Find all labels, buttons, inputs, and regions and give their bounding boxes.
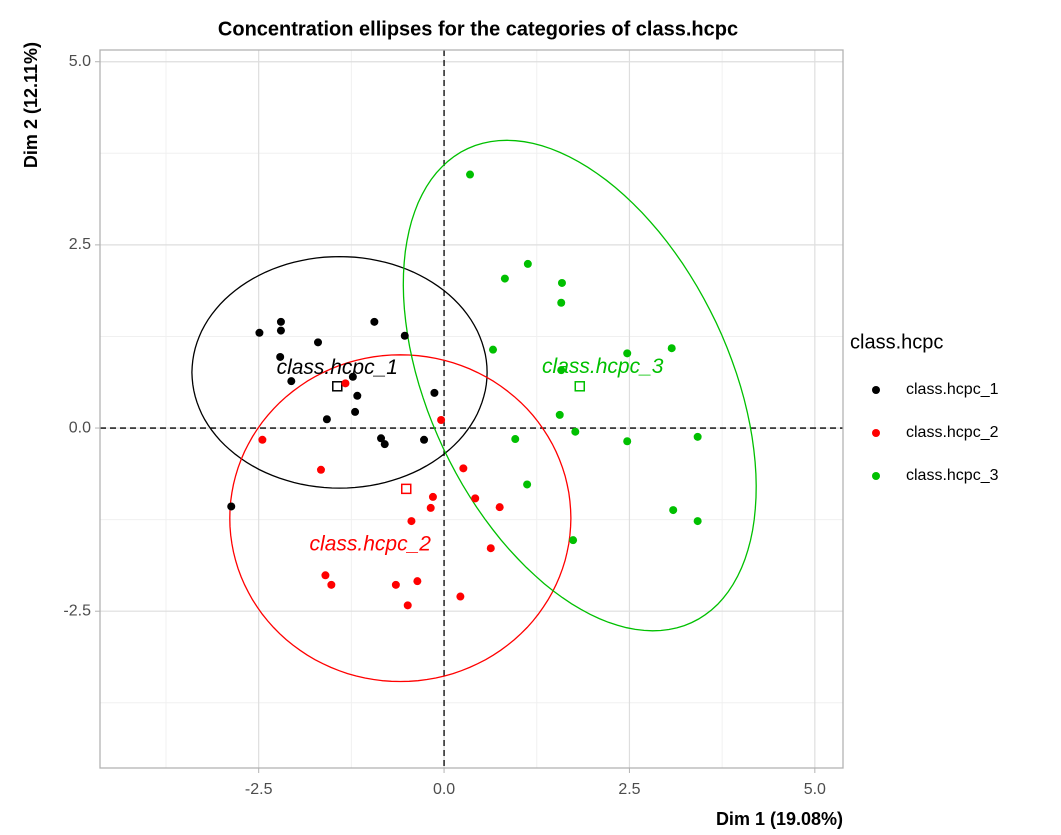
point: [669, 506, 678, 515]
concentration-ellipse: [191, 255, 488, 489]
point: [420, 435, 429, 444]
point: [403, 601, 412, 610]
legend-title: class.hcpc: [850, 331, 943, 353]
point: [353, 391, 362, 400]
point: [426, 503, 435, 512]
y-tick-label: 0.0: [69, 419, 91, 436]
point: [693, 517, 702, 526]
point: [276, 326, 285, 335]
point: [471, 494, 480, 503]
point: [430, 388, 439, 397]
point: [623, 437, 632, 446]
category-center: [400, 483, 412, 495]
point: [523, 480, 532, 489]
point: [276, 352, 285, 361]
point: [316, 465, 325, 474]
point: [623, 349, 632, 358]
category-center: [332, 381, 343, 392]
point: [555, 410, 564, 419]
point: [456, 592, 465, 601]
category-label: class.hcpc_2: [310, 532, 432, 555]
x-tick-label: -2.5: [245, 781, 273, 798]
point: [348, 372, 357, 381]
point: [370, 317, 379, 326]
point: [489, 345, 498, 354]
point: [693, 432, 702, 441]
point: [341, 379, 350, 388]
category-center: [574, 381, 586, 392]
point: [351, 407, 360, 416]
y-axis-title: Dim 2 (12.11%): [21, 42, 41, 168]
point: [459, 464, 468, 473]
point: [380, 440, 389, 449]
point: [557, 278, 566, 287]
point: [391, 580, 400, 589]
y-tick-label: 5.0: [69, 53, 91, 70]
legend-marker: [872, 429, 880, 437]
point: [557, 366, 566, 375]
point: [413, 577, 422, 586]
category-label: class.hcpc_1: [277, 356, 398, 379]
point: [557, 298, 566, 307]
point: [407, 517, 416, 526]
category-label: class.hcpc_3: [542, 355, 664, 378]
point: [327, 580, 336, 589]
point: [428, 492, 437, 501]
legend-label: class.hcpc_2: [906, 424, 999, 441]
point: [495, 503, 504, 512]
x-tick-label: 0.0: [433, 781, 455, 798]
point: [276, 317, 285, 326]
point: [400, 331, 409, 340]
point: [227, 502, 236, 511]
point: [569, 536, 578, 545]
point: [667, 344, 676, 353]
y-tick-label: -2.5: [63, 602, 91, 619]
x-tick-label: 2.5: [618, 781, 640, 798]
point: [314, 338, 323, 347]
legend-label: class.hcpc_1: [906, 381, 999, 398]
point: [255, 328, 264, 337]
point: [321, 571, 330, 580]
legend-marker: [872, 386, 880, 394]
point: [571, 427, 580, 436]
point: [466, 170, 475, 179]
point: [258, 435, 267, 444]
x-tick-label: 5.0: [804, 781, 826, 798]
point: [511, 435, 520, 444]
concentration-ellipse: [402, 139, 757, 632]
legend-marker: [872, 472, 880, 480]
point: [500, 274, 509, 283]
point: [377, 434, 386, 443]
point: [322, 415, 331, 424]
point: [486, 544, 495, 553]
point: [437, 415, 446, 424]
point: [523, 259, 532, 268]
panel-border: [99, 49, 844, 769]
x-axis-title: Dim 1 (19.08%): [716, 809, 843, 829]
concentration-ellipse: [229, 354, 572, 683]
legend-label: class.hcpc_3: [906, 467, 999, 484]
point: [287, 377, 296, 386]
y-tick-label: 2.5: [69, 236, 91, 253]
chart-title: Concentration ellipses for the categorie…: [218, 18, 738, 40]
